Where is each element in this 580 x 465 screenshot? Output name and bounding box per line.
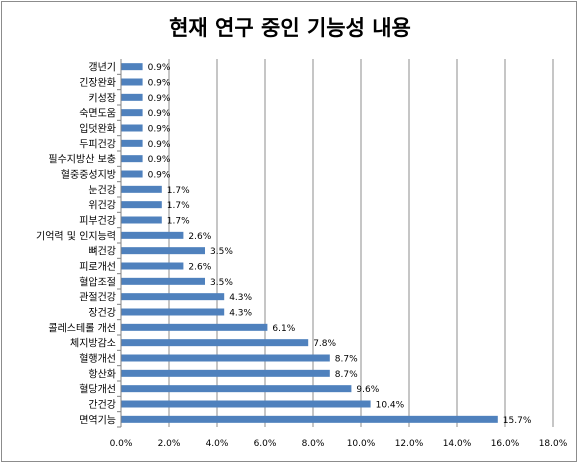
value-label: 0.9% (148, 125, 171, 135)
x-tick-label: 14.0% (443, 439, 472, 449)
category-label: 장건강 (88, 307, 116, 319)
bar (121, 201, 162, 209)
x-tick-label: 10.0% (347, 439, 376, 449)
value-label: 0.9% (148, 79, 171, 89)
value-labels: 0.9% 0.9% 0.9% 0.9% 0.9% 0.9% 0.9% 0.9% 1.7% 1.7%… (148, 63, 532, 426)
value-label: 3.5% (210, 278, 233, 288)
bar (121, 78, 143, 86)
x-tick-label: 4.0% (206, 439, 229, 449)
bars (121, 63, 498, 423)
bar (121, 155, 143, 163)
category-label: 혈중중성지방 (61, 168, 116, 181)
value-label: 1.7% (167, 186, 190, 196)
category-label: 항산화 (88, 368, 116, 380)
x-tick-label: 16.0% (491, 439, 520, 449)
category-label: 관절건강 (79, 291, 116, 304)
category-label: 기억력 및 인지능력 (36, 230, 116, 242)
category-label: 혈당개선 (79, 383, 116, 396)
bar (121, 323, 268, 331)
bar (121, 231, 184, 239)
category-label: 두피건강 (79, 138, 116, 150)
value-label: 8.7% (335, 370, 358, 380)
category-label: 피로개선 (79, 261, 116, 273)
category-label: 위건강 (88, 199, 116, 212)
bar (121, 124, 143, 132)
value-label: 8.7% (335, 355, 358, 365)
bar (121, 308, 225, 316)
category-label: 필수지방산 보충 (48, 154, 116, 166)
value-label: 7.8% (313, 339, 336, 349)
category-label: 눈건강 (88, 184, 116, 196)
category-label: 뼈건강 (88, 246, 116, 258)
value-label: 4.3% (229, 293, 252, 303)
bar (121, 247, 205, 255)
category-label: 피부건강 (79, 215, 116, 227)
value-label: 2.6% (188, 263, 211, 273)
value-label: 0.9% (148, 109, 171, 119)
x-tick-label: 2.0% (158, 439, 181, 449)
category-label: 간건강 (88, 399, 116, 411)
bar (121, 93, 143, 101)
value-label: 0.9% (148, 63, 171, 73)
bar (121, 277, 205, 285)
value-label: 1.7% (167, 217, 190, 227)
bar (121, 262, 184, 270)
category-label: 숙면도움 (79, 108, 116, 120)
category-label: 긴장완화 (79, 77, 116, 89)
bar (121, 139, 143, 147)
category-label: 갱년기 (88, 62, 116, 74)
value-label: 1.7% (167, 201, 190, 211)
x-tick-labels: 0.0% 2.0% 4.0% 6.0% 8.0% 10.0% 12.0% 14.0% 16.0%… (110, 439, 568, 449)
value-label: 0.9% (148, 140, 171, 150)
value-label: 3.5% (210, 247, 233, 257)
value-label: 2.6% (188, 232, 211, 242)
value-label: 0.9% (148, 155, 171, 165)
bar (121, 293, 225, 301)
category-label: 혈행개선 (79, 352, 116, 365)
bar (121, 109, 143, 117)
category-label: 체지방감소 (70, 338, 116, 350)
bar (121, 216, 162, 224)
x-tick-label: 18.0% (539, 439, 568, 449)
value-label: 6.1% (272, 324, 295, 334)
value-label: 15.7% (503, 416, 532, 426)
bar (121, 63, 143, 71)
bar (121, 185, 162, 193)
category-label: 혈압조절 (79, 275, 116, 288)
bar (121, 339, 309, 347)
x-tick-label: 12.0% (395, 439, 424, 449)
bar (121, 369, 330, 377)
value-label: 9.6% (356, 385, 379, 395)
category-label: 키성장 (88, 92, 116, 104)
category-label: 콜레스테롤 개선 (48, 322, 116, 334)
value-label: 0.9% (148, 94, 171, 104)
chart-title: 현재 연구 중인 기능성 내용 (169, 16, 411, 40)
value-label: 10.4% (376, 401, 405, 411)
x-tick-label: 6.0% (254, 439, 277, 449)
bar (121, 354, 330, 362)
x-tick-label: 0.0% (110, 439, 133, 449)
category-label: 면역기능 (79, 414, 116, 426)
value-label: 4.3% (229, 309, 252, 319)
value-label: 0.9% (148, 171, 171, 181)
category-label: 입덧완화 (79, 122, 116, 135)
x-tick-label: 8.0% (302, 439, 325, 449)
gridlines (117, 59, 554, 428)
bar (121, 400, 371, 408)
bar (121, 385, 352, 393)
bar (121, 170, 143, 178)
bar (121, 415, 498, 423)
